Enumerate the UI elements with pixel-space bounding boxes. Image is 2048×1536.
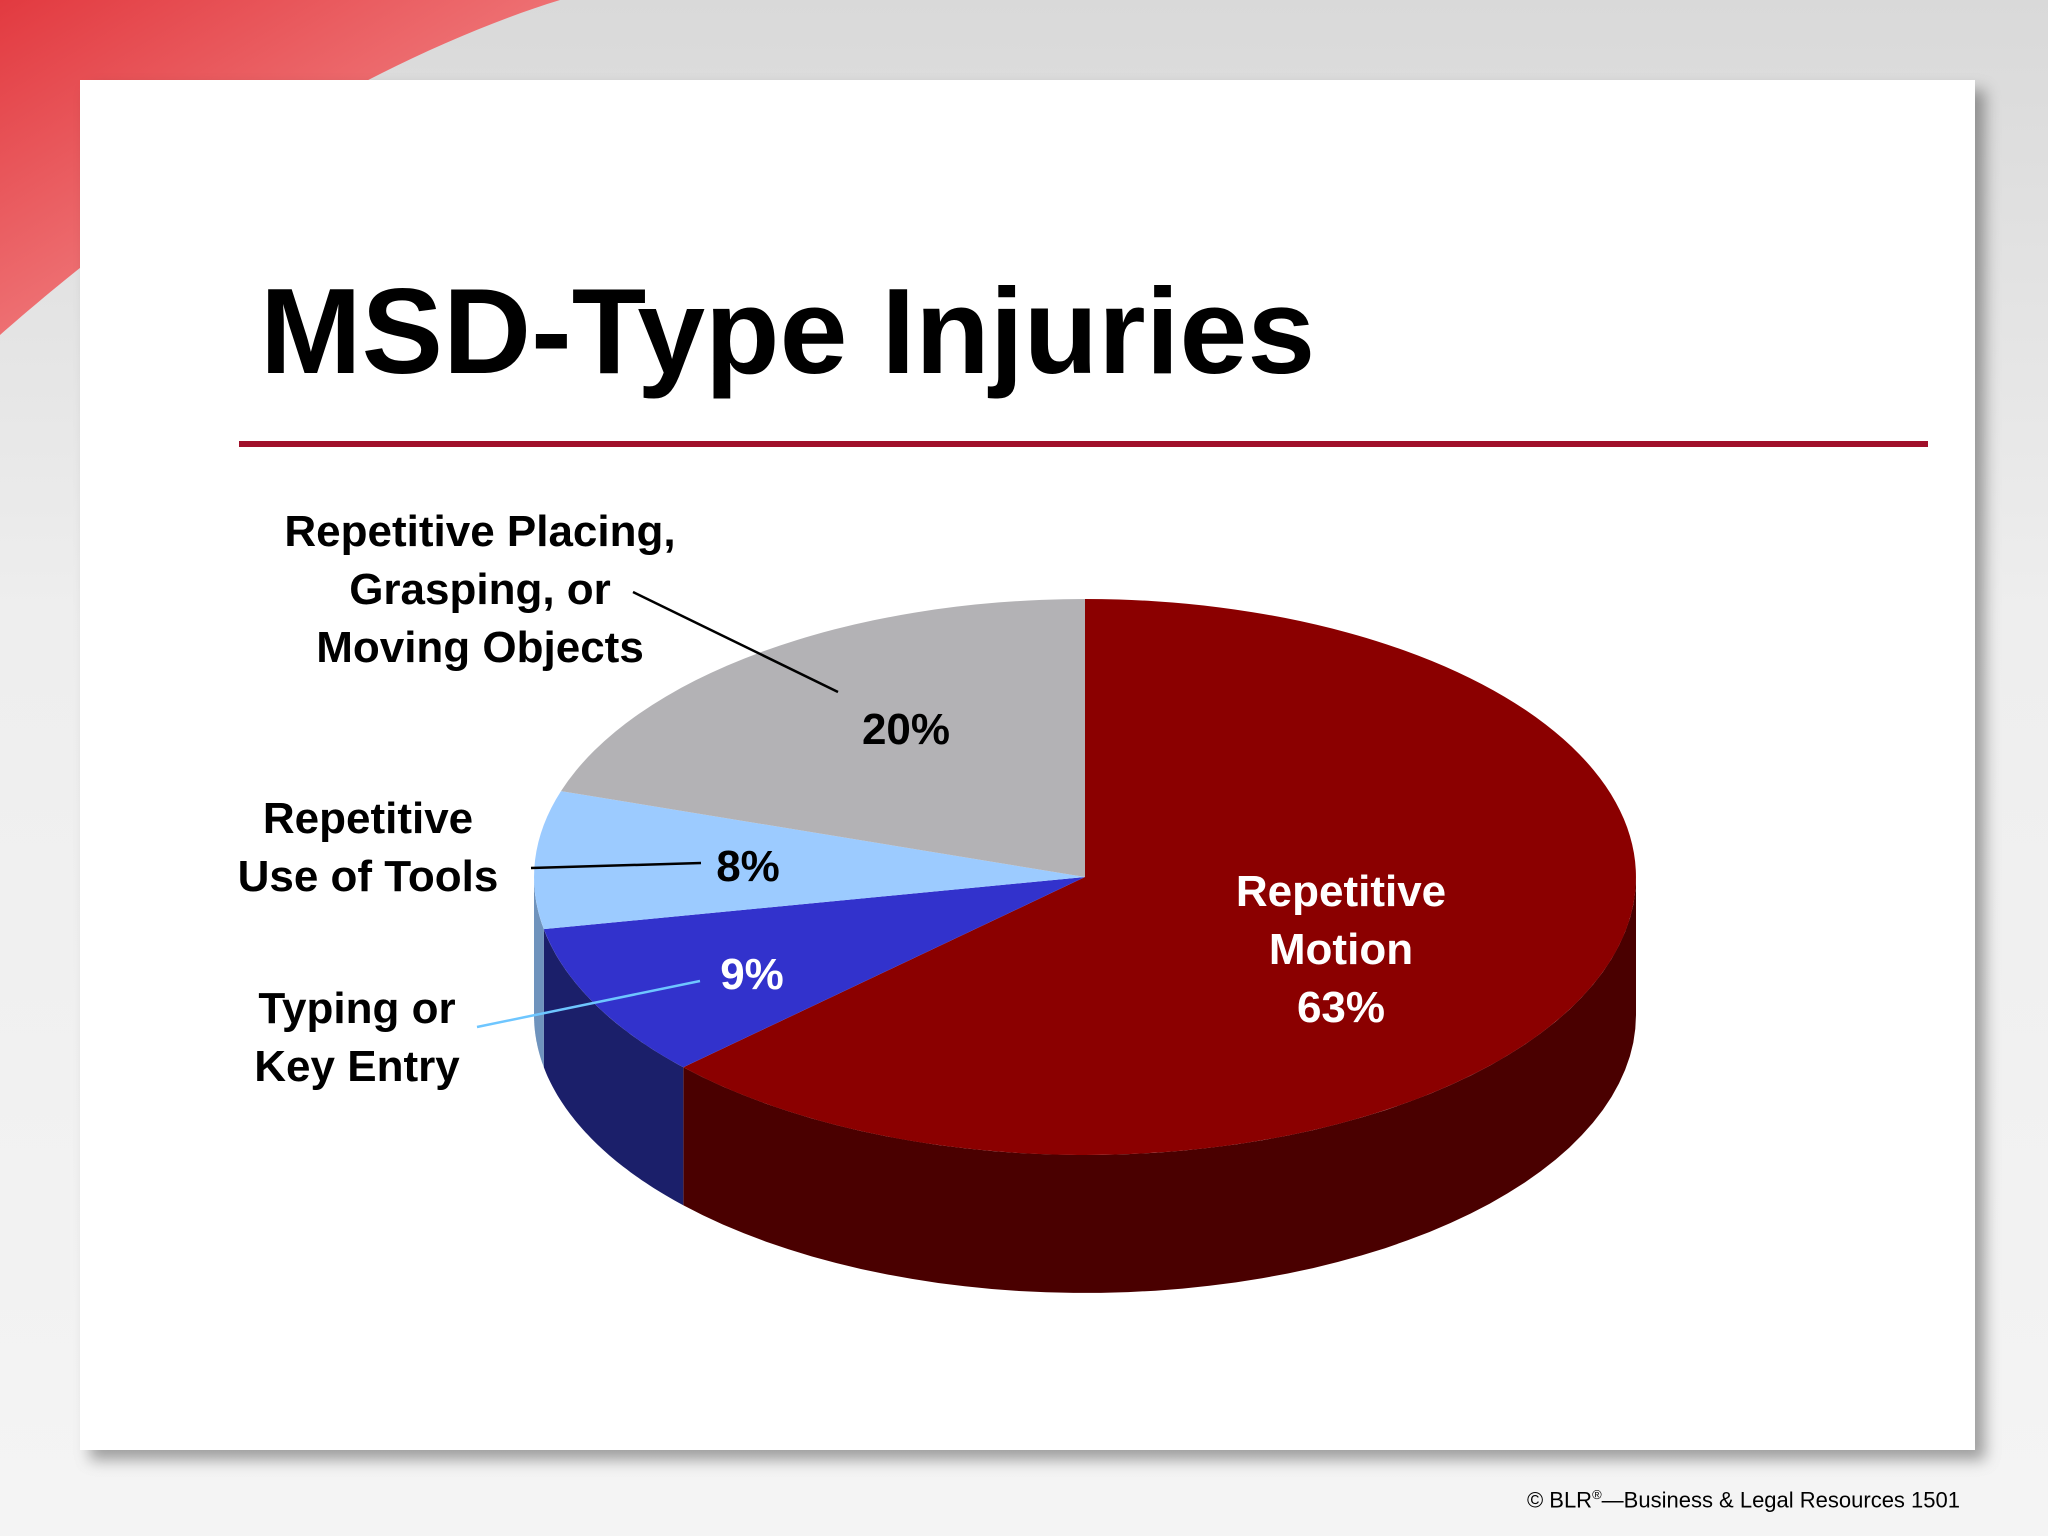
leader-line-repetitive-placing-grasping-or-moving-objects: [632, 590, 839, 694]
copyright-footer: © BLR®—Business & Legal Resources 1501: [1527, 1487, 1960, 1513]
pie-top-layer: [534, 599, 1636, 1155]
title-divider: [239, 441, 1928, 447]
copyright-prefix: © BLR: [1526, 1487, 1593, 1513]
pie-slice-repetitive-placing-grasping-or-moving-objects: [561, 599, 1085, 877]
pie-side-repetitive-motion: [683, 877, 1636, 1293]
slice-label-repetitive-motion-line-1: Repetitive: [1236, 867, 1446, 916]
leader-line-typing-or-key-entry: [476, 979, 701, 1029]
label-layer: Repetitive Motion 63% Typing or Key Entry 9% R…: [238, 507, 1447, 1091]
slice-label-repetitive-placing-grasping-or-moving-objects-line-3: Moving Objects: [316, 623, 644, 672]
slice-label-repetitive-use-of-tools-line-2: Use of Tools: [238, 852, 499, 901]
slice-label-repetitive-motion-line-2: Motion: [1269, 925, 1413, 974]
slide-title: MSD-Type Injuries: [260, 263, 1316, 399]
slice-value-repetitive-use-of-tools: 8%: [716, 842, 780, 891]
slice-label-typing-or-key-entry-line-2: Key Entry: [254, 1042, 460, 1091]
slice-label-repetitive-placing-grasping-or-moving-objects-line-2: Grasping, or: [349, 565, 611, 614]
slice-label-typing-or-key-entry-line-1: Typing or: [258, 984, 455, 1033]
pie-slice-typing-or-key-entry: [543, 877, 1085, 1068]
pie-side-repetitive-use-of-tools: [534, 877, 544, 1068]
slice-value-repetitive-motion: 63%: [1297, 983, 1385, 1032]
slice-value-repetitive-placing-grasping-or-moving-objects: 20%: [862, 705, 950, 754]
leader-line-layer: [476, 590, 839, 1029]
slice-label-repetitive-use-of-tools-line-1: Repetitive: [263, 794, 473, 843]
pie-side-layer: [534, 877, 1636, 1293]
pie-slice-repetitive-use-of-tools: [534, 791, 1085, 930]
slice-label-repetitive-placing-grasping-or-moving-objects-line-1: Repetitive Placing,: [284, 507, 675, 556]
leader-line-repetitive-use-of-tools: [530, 861, 702, 870]
pie-side-typing-or-key-entry: [543, 929, 684, 1206]
slice-value-typing-or-key-entry: 9%: [720, 950, 784, 999]
pie-slice-repetitive-motion: [683, 599, 1636, 1155]
copyright-suffix: —Business & Legal Resources 1501: [1601, 1487, 1960, 1513]
registered-mark: ®: [1592, 1487, 1602, 1502]
